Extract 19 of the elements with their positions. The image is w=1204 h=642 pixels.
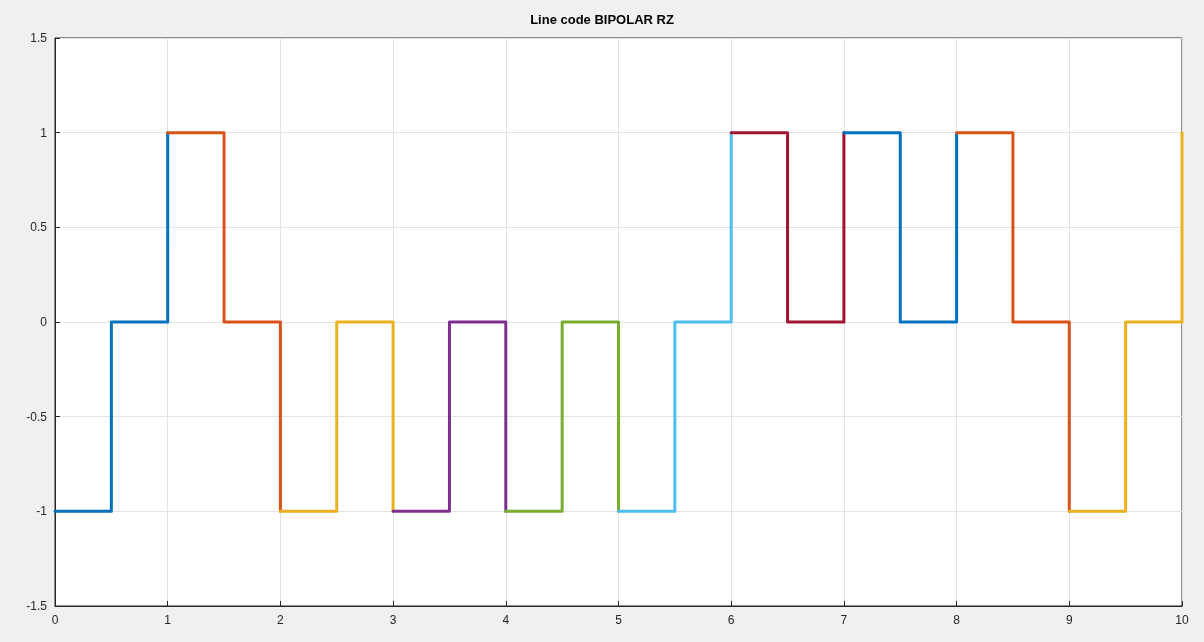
- y-tick-label: -1.5: [26, 599, 48, 613]
- y-tick-label: 1: [40, 125, 48, 140]
- x-tick-label: 1: [164, 613, 172, 627]
- x-tick-label: 4: [502, 613, 510, 627]
- y-tick-label: 1.5: [30, 31, 48, 45]
- x-tick-label: 6: [727, 613, 735, 627]
- x-tick-label: 10: [1175, 613, 1189, 627]
- x-tick-label: 0: [51, 613, 59, 627]
- y-tick-label: 0: [40, 315, 48, 329]
- y-tick-label: 0.5: [30, 220, 48, 235]
- x-tick-label: 9: [1065, 613, 1073, 627]
- x-tick-label: 3: [389, 613, 397, 627]
- x-tick-label: 8: [953, 613, 961, 627]
- x-tick-label: 7: [840, 613, 848, 627]
- x-tick-label: 5: [615, 613, 623, 627]
- y-tick-label: -1: [36, 504, 48, 519]
- chart-title: Line code BIPOLAR RZ: [530, 12, 674, 27]
- x-tick-label: 2: [277, 613, 285, 627]
- y-tick-label: -0.5: [26, 409, 48, 424]
